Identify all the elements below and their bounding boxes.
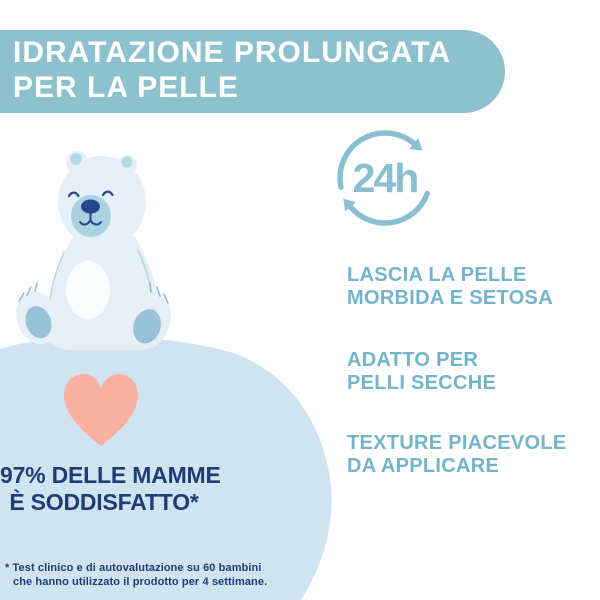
benefit-line: DA APPLICARE (347, 455, 500, 477)
header-banner: IDRATAZIONE PROLUNGATA PER LA PELLE (0, 30, 505, 113)
stat-line2: È SODDISFATTO* (9, 489, 199, 515)
bear-eyes (67, 190, 114, 198)
heart-icon (64, 374, 138, 446)
footnote-line2: che hanno utilizzato il prodotto per 4 s… (13, 576, 268, 588)
benefit-item-dry-skin: ADATTO PER PELLI SECCHE (347, 349, 592, 395)
stat-claim: 97% DELLE MAMME È SODDISFATTO* (0, 462, 221, 516)
bear-inner-ear-right (121, 156, 133, 168)
bear-nose (81, 199, 100, 214)
footnote: * Test clinico e di autovalutazione su 6… (5, 561, 305, 589)
benefit-item-soft-skin: LASCIA LA PELLE MORBIDA E SETOSA (347, 264, 592, 310)
polar-bear (16, 151, 171, 350)
benefit-line: ADATTO PER (347, 349, 479, 371)
bear-left-foot (16, 291, 60, 345)
benefit-line: TEXTURE PIACEVOLE (347, 432, 567, 454)
24h-badge: 24h (337, 130, 431, 226)
header-title-line1: IDRATAZIONE PROLUNGATA (13, 36, 452, 69)
benefit-line: PELLI SECCHE (347, 372, 497, 394)
stat-line1: 97% DELLE MAMME (0, 462, 221, 488)
bear-belly (66, 261, 110, 319)
bear-right-foot (123, 290, 171, 350)
footnote-line1: * Test clinico e di autovalutazione su 6… (5, 562, 262, 574)
bear-inner-ear-left (70, 153, 82, 165)
polar-bear-illustration (0, 151, 332, 600)
header-title-line2: PER LA PELLE (13, 71, 239, 104)
benefit-item-texture: TEXTURE PIACEVOLE DA APPLICARE (347, 432, 592, 478)
bear-mouth (79, 211, 102, 226)
circular-arrows-icon (337, 130, 431, 226)
benefit-line: MORBIDA E SETOSA (347, 287, 553, 309)
24h-label: 24h (353, 155, 418, 201)
benefit-line: LASCIA LA PELLE (347, 264, 527, 286)
